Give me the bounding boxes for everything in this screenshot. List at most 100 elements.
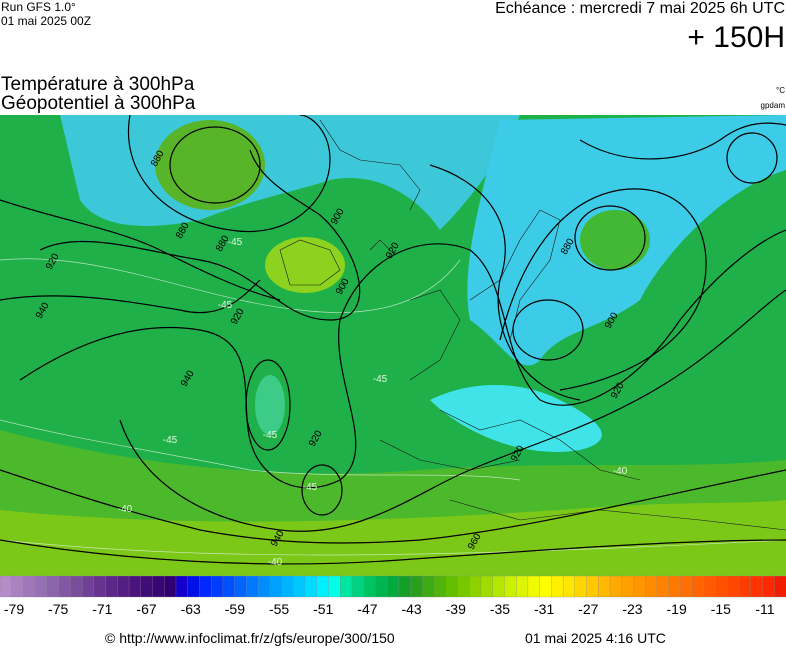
color-swatch <box>140 575 153 598</box>
colorbar-tick-label: -63 <box>181 601 201 617</box>
valid-time: Echéance : mercredi 7 mai 2025 6h UTC <box>495 0 785 17</box>
color-swatch <box>363 575 376 598</box>
color-swatch <box>187 575 200 598</box>
color-swatch <box>551 575 564 598</box>
colorbar-tick-label: -23 <box>622 601 642 617</box>
color-swatch <box>433 575 447 598</box>
color-swatch <box>691 575 705 598</box>
color-swatch <box>0 575 13 598</box>
color-swatch <box>715 575 728 598</box>
color-swatch <box>234 575 247 598</box>
color-swatch <box>105 575 118 598</box>
color-swatch <box>527 575 541 598</box>
color-swatch <box>152 575 165 598</box>
color-swatch <box>703 575 717 598</box>
colorbar-tick-label: -67 <box>136 601 156 617</box>
color-swatch <box>457 575 470 598</box>
colorbar-tick-label: -47 <box>357 601 377 617</box>
isotherm-label: -40 <box>118 504 133 515</box>
color-swatch <box>199 575 212 598</box>
color-swatch <box>469 575 482 598</box>
color-swatch <box>516 575 529 598</box>
colorbar-tick-label: -51 <box>313 601 333 617</box>
isotherm-label: -45 <box>218 300 233 311</box>
color-swatch <box>422 575 435 598</box>
color-swatch <box>586 575 599 598</box>
color-swatch <box>328 575 341 598</box>
colorbar-tick-label: -11 <box>755 601 774 617</box>
color-swatch <box>93 575 107 598</box>
colorbar-tick-label: -79 <box>4 601 24 617</box>
unit-geopotential: gpdam <box>761 101 786 110</box>
color-swatch <box>645 575 658 598</box>
colorbar-tick-label: -35 <box>490 601 510 617</box>
color-swatch <box>574 575 588 598</box>
color-swatch <box>128 575 142 598</box>
color-swatch <box>492 575 505 598</box>
color-swatch <box>340 575 353 598</box>
isotherm-label: -45 <box>373 374 388 385</box>
color-swatch <box>398 575 412 598</box>
color-swatch <box>222 575 236 598</box>
colorbar-tick-label: -59 <box>225 601 245 617</box>
color-swatch <box>738 575 752 598</box>
color-swatch <box>668 575 681 598</box>
title-temperature: Température à 300hPa <box>1 74 195 95</box>
color-swatch <box>211 575 224 598</box>
color-swatch <box>609 575 623 598</box>
colorbar-tick-label: -15 <box>711 601 731 617</box>
color-swatch <box>316 575 329 598</box>
title-geopotential: Géopotentiel à 300hPa <box>1 93 196 114</box>
color-swatch <box>445 575 458 598</box>
color-swatch <box>504 575 517 598</box>
color-swatch <box>410 575 423 598</box>
color-swatch <box>562 575 576 598</box>
color-swatch <box>598 575 611 598</box>
color-swatch <box>175 575 189 598</box>
color-swatch <box>281 575 294 598</box>
color-swatch <box>70 575 83 598</box>
isotherm-label: -40 <box>613 466 628 477</box>
color-swatch <box>375 575 388 598</box>
warm-pocket <box>265 237 345 293</box>
color-swatch <box>35 575 48 598</box>
colorbar-tick-label: -31 <box>534 601 554 617</box>
color-swatch <box>257 575 271 598</box>
run-date: 01 mai 2025 00Z <box>1 14 91 28</box>
isotherm-label: -40 <box>268 557 283 568</box>
color-swatch <box>727 575 740 598</box>
color-swatch <box>480 575 494 598</box>
colorbar-tick-label: -75 <box>48 601 68 617</box>
isotherm-label: -45 <box>303 482 318 493</box>
colorbar-tick-label: -71 <box>92 601 112 617</box>
colorbar-tick-label: -27 <box>578 601 598 617</box>
isotherm-label: -45 <box>263 430 278 441</box>
isotherm-label: -45 <box>228 237 243 248</box>
color-swatch <box>750 575 763 598</box>
generated-time: 01 mai 2025 4:16 UTC <box>525 630 666 646</box>
map: 8808809009209209008808809009209409209209… <box>0 115 786 576</box>
warm-zone <box>0 500 786 576</box>
color-swatch <box>386 575 400 598</box>
run-label: Run GFS 1.0° <box>1 0 76 14</box>
warm-pocket <box>580 210 650 270</box>
color-swatch <box>351 575 365 598</box>
colorbar-tick-label: -19 <box>667 601 687 617</box>
color-swatch <box>58 575 71 598</box>
color-swatch <box>774 575 786 598</box>
source-url: © http://www.infoclimat.fr/z/gfs/europe/… <box>105 630 395 646</box>
color-swatch <box>633 575 646 598</box>
colorbar: -79 -75 -71 -67 -63 -59 -55 -51 -47 -43 -39 -35 -31 -… <box>0 575 786 617</box>
color-swatch <box>117 575 130 598</box>
lead-time: + 150H <box>687 21 785 54</box>
unit-temperature: °C <box>776 86 785 95</box>
colorbar-tick-label: -39 <box>446 601 466 617</box>
colorbar-tick-label: -55 <box>269 601 289 617</box>
color-swatch <box>269 575 283 598</box>
warm-pocket <box>155 120 265 210</box>
color-swatch <box>11 575 24 598</box>
color-swatch <box>293 575 306 598</box>
color-swatch <box>656 575 670 598</box>
color-swatch <box>246 575 259 598</box>
